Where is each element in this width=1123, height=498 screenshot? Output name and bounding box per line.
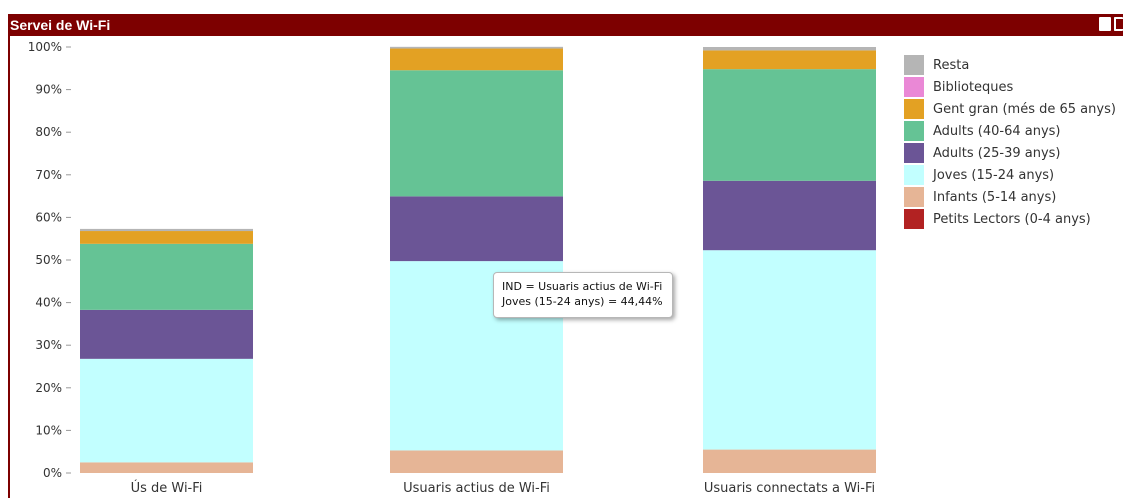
legend-swatch — [904, 143, 924, 163]
y-tick-label: 90% — [35, 83, 62, 97]
legend-label: Gent gran (més de 65 anys) — [933, 101, 1116, 117]
legend-item[interactable]: Petits Lectors (0-4 anys) — [904, 209, 1091, 229]
legend-item[interactable]: Resta — [904, 55, 969, 75]
panel-border — [8, 36, 10, 498]
tooltip-line-2: Joves (15-24 anys) = 44,44% — [502, 295, 663, 308]
legend-item[interactable]: Joves (15-24 anys) — [904, 165, 1054, 185]
y-tick-label: 80% — [35, 125, 62, 139]
y-tick-label: 20% — [35, 381, 62, 395]
panel-title: Servei de Wi-Fi — [10, 17, 111, 33]
tooltip-line-1: IND = Usuaris actius de Wi-Fi — [502, 280, 663, 293]
bar-segment — [390, 46, 563, 49]
legend-label: Infants (5-14 anys) — [933, 189, 1057, 205]
bar-segment — [80, 243, 253, 310]
bar-segment — [390, 196, 563, 262]
legend-swatch — [904, 55, 924, 75]
legend-item[interactable]: Infants (5-14 anys) — [904, 187, 1056, 207]
panel-titlebar: Servei de Wi-Fi — [8, 14, 1123, 36]
y-tick-label: 0% — [43, 466, 62, 480]
bar-segment — [703, 250, 876, 450]
bar-segment — [703, 47, 876, 51]
legend-label: Biblioteques — [933, 79, 1014, 95]
bar-segment — [80, 358, 253, 463]
x-category-label: Ús de Wi-Fi — [131, 480, 203, 496]
bar-segment — [703, 449, 876, 473]
legend-label: Adults (40-64 anys) — [933, 123, 1061, 139]
x-category-label: Usuaris actius de Wi-Fi — [403, 481, 550, 496]
y-tick-label: 70% — [35, 168, 62, 182]
legend-label: Adults (25-39 anys) — [933, 145, 1061, 161]
bar-segment — [703, 69, 876, 181]
bar-segment — [390, 48, 563, 71]
legend-label: Resta — [933, 57, 970, 73]
chart-tooltip: IND = Usuaris actius de Wi-Fi Joves (15-… — [493, 272, 673, 318]
y-tick-label: 30% — [35, 338, 62, 352]
bar-segment — [390, 70, 563, 197]
bar-segment — [80, 309, 253, 359]
legend-item[interactable]: Adults (40-64 anys) — [904, 121, 1061, 141]
y-tick-label: 50% — [35, 253, 62, 267]
bar-segment — [703, 180, 876, 251]
y-tick-label: 60% — [35, 210, 62, 224]
x-category-label: Usuaris connectats a Wi-Fi — [704, 481, 875, 496]
legend-item[interactable]: Gent gran (més de 65 anys) — [904, 99, 1116, 119]
legend-swatch — [904, 209, 924, 229]
bar-segment — [390, 450, 563, 473]
y-tick-label: 100% — [28, 40, 62, 54]
legend-swatch — [904, 187, 924, 207]
bar-segment — [80, 462, 253, 473]
legend-label: Joves (15-24 anys) — [933, 167, 1055, 183]
bar-segment — [80, 231, 253, 244]
legend-swatch — [904, 77, 924, 97]
bar-segment — [80, 228, 253, 232]
legend-swatch — [904, 121, 924, 141]
export-icon[interactable] — [1114, 17, 1123, 31]
legend-swatch — [904, 99, 924, 119]
legend-swatch — [904, 165, 924, 185]
legend-item[interactable]: Adults (25-39 anys) — [904, 143, 1061, 163]
y-tick-label: 10% — [35, 423, 62, 437]
y-tick-label: 40% — [35, 296, 62, 310]
print-icon[interactable] — [1099, 17, 1111, 31]
legend-item[interactable]: Biblioteques — [904, 77, 1013, 97]
bar-segment — [703, 50, 876, 70]
legend-label: Petits Lectors (0-4 anys) — [933, 211, 1091, 227]
